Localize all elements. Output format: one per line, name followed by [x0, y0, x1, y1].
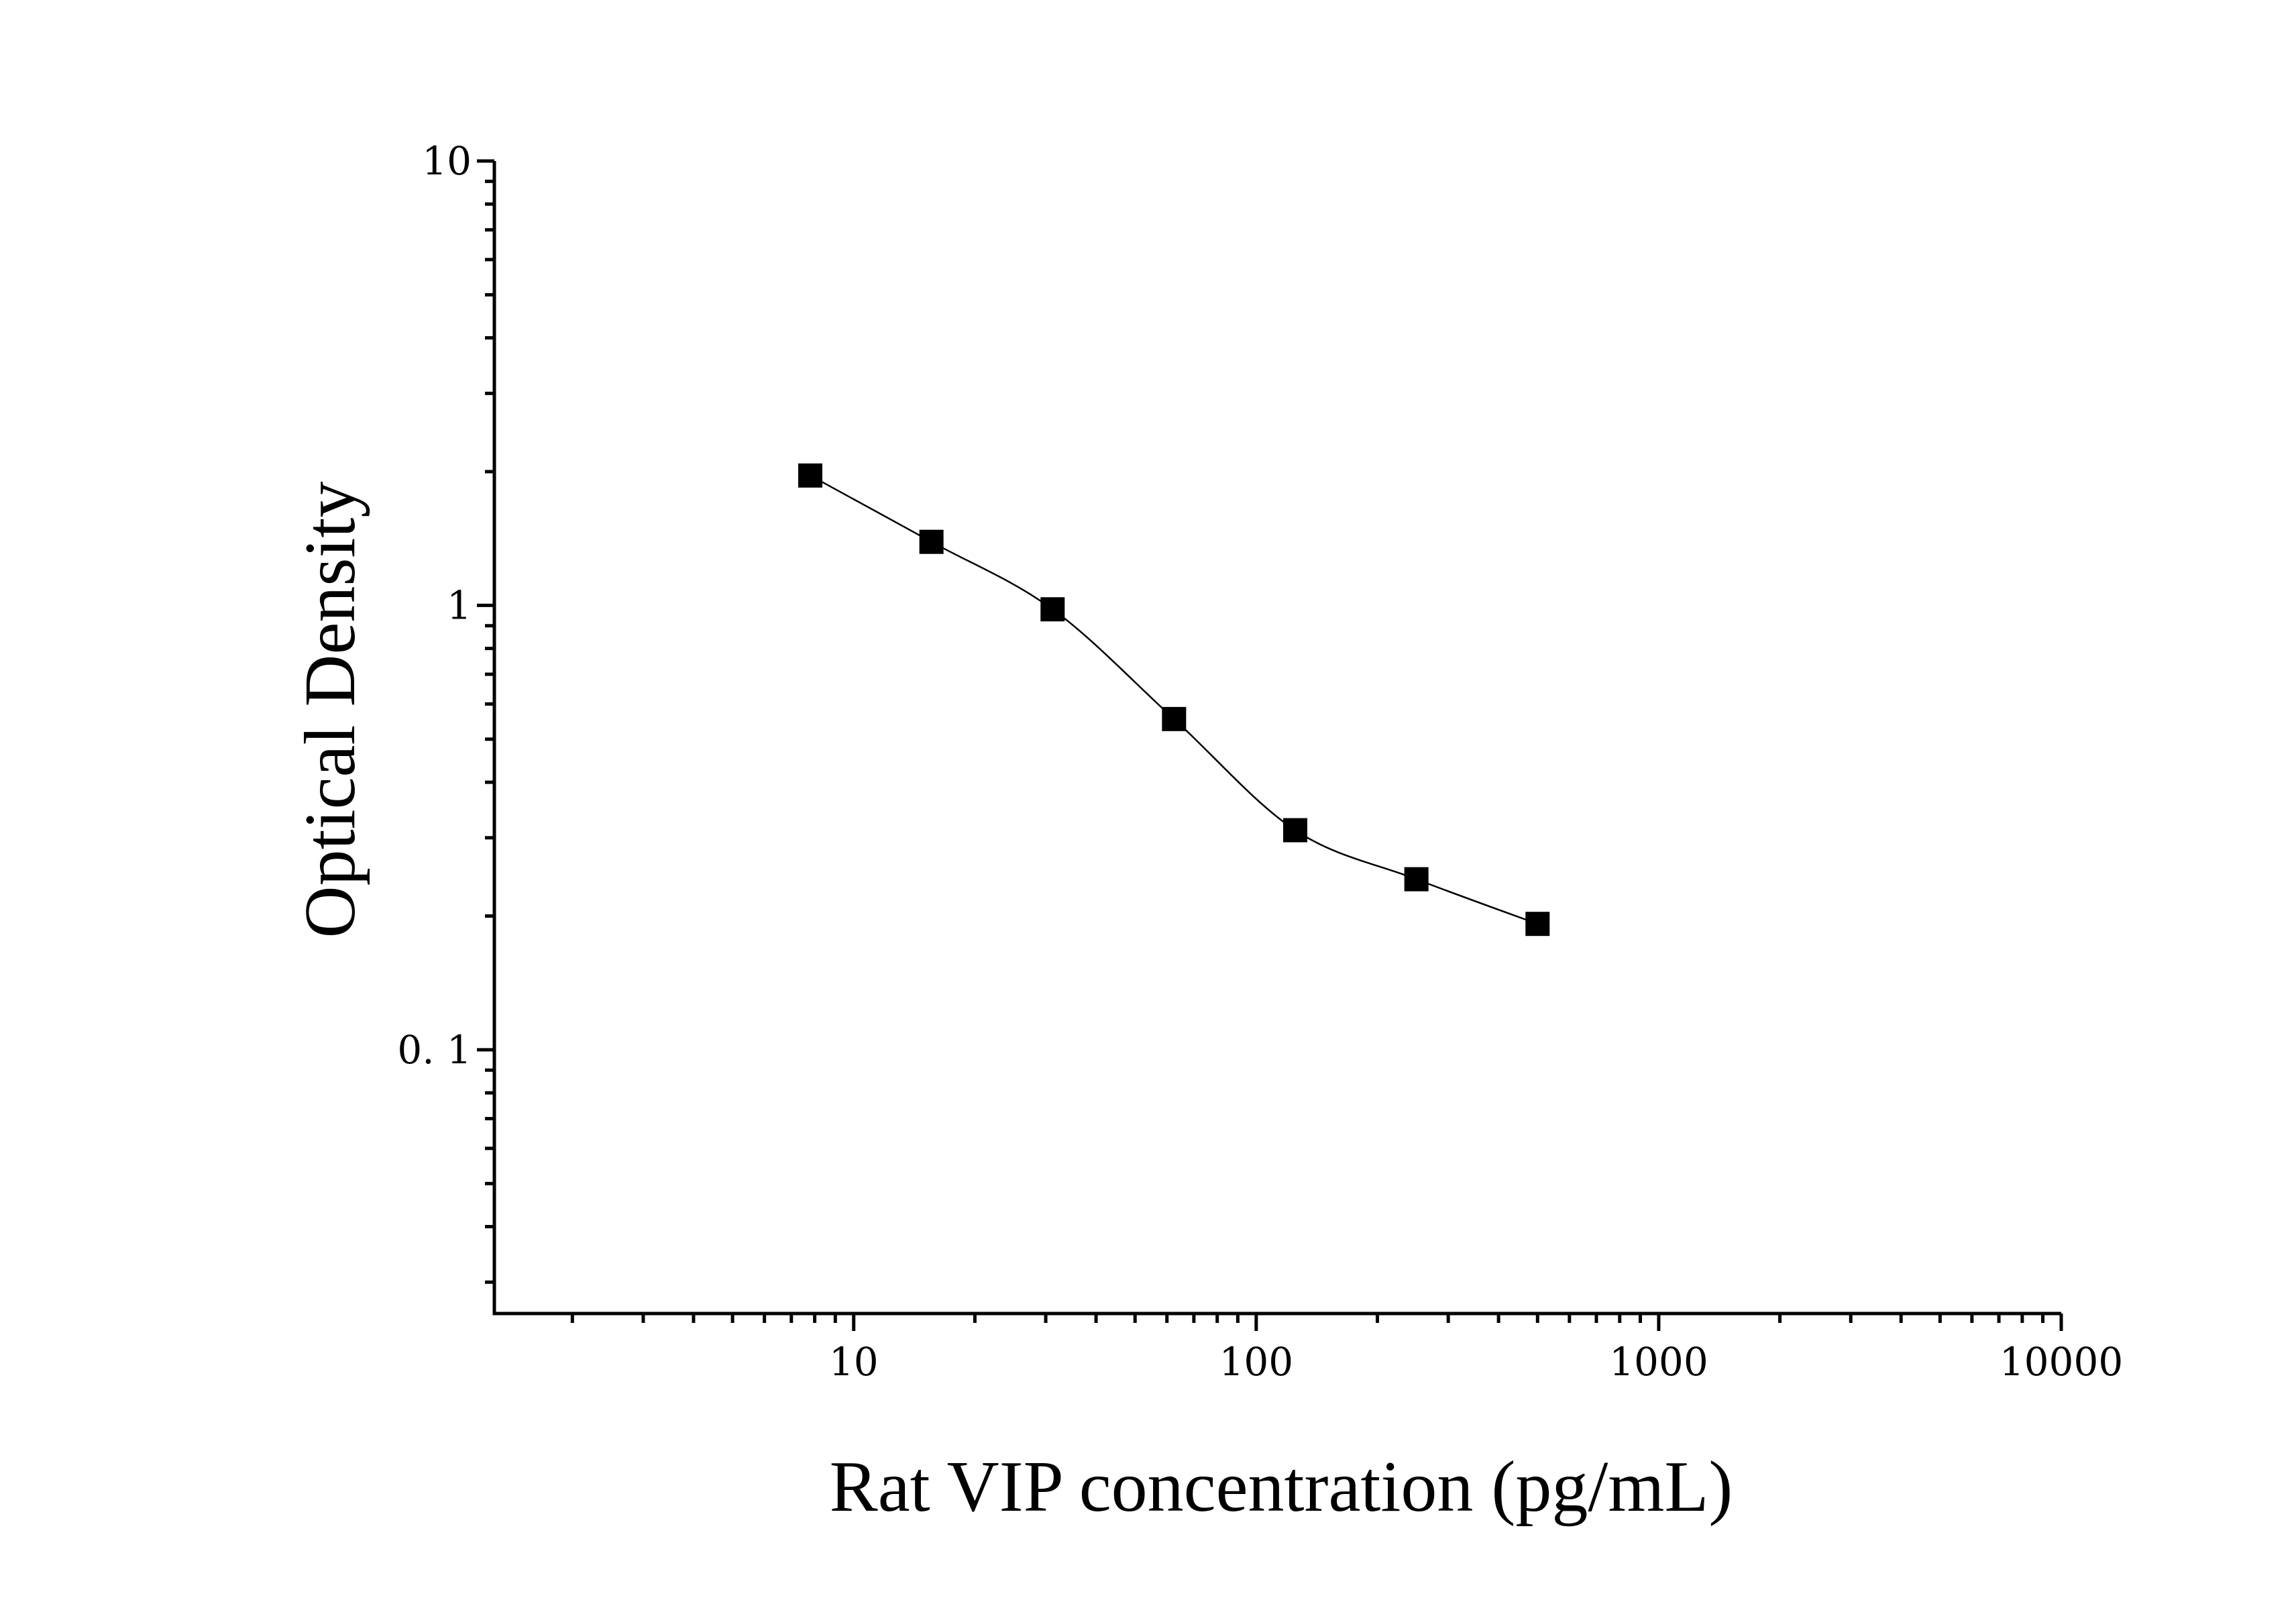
x-tick-label: 10000 — [2000, 1339, 2124, 1385]
y-tick-label: 1 — [447, 582, 472, 628]
axes — [492, 161, 2061, 1316]
data-point — [919, 529, 944, 554]
y-axis-title: Optical Density — [290, 482, 370, 939]
x-axis-title: Rat VIP concentration (pg/mL) — [830, 1447, 1733, 1527]
y-tick-label: 0. 1 — [397, 1027, 472, 1073]
data-point — [1162, 706, 1187, 731]
data-point — [798, 463, 822, 488]
x-tick-label: 10 — [829, 1339, 879, 1385]
axis-lines — [492, 161, 2061, 1316]
data-point — [1525, 912, 1550, 937]
x-tick-label: 100 — [1219, 1339, 1293, 1385]
y-axis-ticks: 0. 1 1 10 — [397, 138, 494, 1284]
x-tick-label: 1000 — [1609, 1339, 1708, 1385]
data-point — [1404, 867, 1429, 892]
data-point — [1040, 597, 1065, 622]
x-axis-ticks: 10 100 1000 10000 — [570, 1314, 2124, 1385]
y-tick-label: 10 — [422, 138, 472, 184]
data-point — [1282, 818, 1307, 843]
data-points — [798, 463, 1550, 937]
fit-curve — [810, 474, 1538, 925]
